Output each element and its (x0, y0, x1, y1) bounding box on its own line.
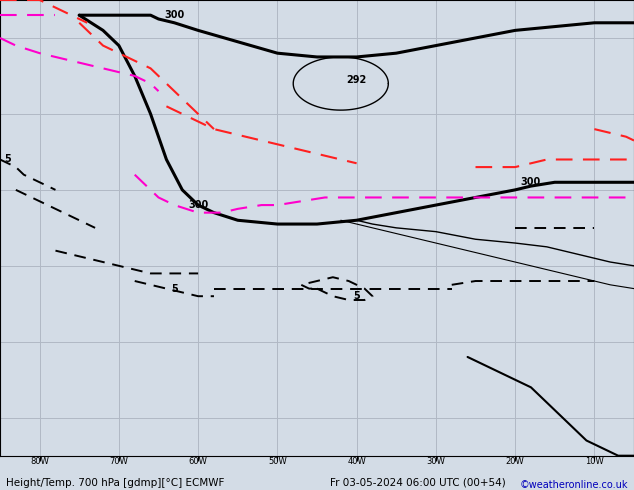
Text: 50W: 50W (268, 457, 287, 465)
Text: 300: 300 (164, 10, 184, 20)
Text: 5: 5 (353, 291, 360, 301)
Text: 60W: 60W (189, 457, 207, 465)
Text: 292: 292 (347, 75, 366, 85)
Text: Fr 03-05-2024 06:00 UTC (00+54): Fr 03-05-2024 06:00 UTC (00+54) (330, 478, 505, 488)
Text: 40W: 40W (347, 457, 366, 465)
Text: 70W: 70W (110, 457, 128, 465)
Text: 20W: 20W (506, 457, 524, 465)
Text: 300: 300 (521, 177, 541, 187)
Text: 10W: 10W (585, 457, 604, 465)
Text: Height/Temp. 700 hPa [gdmp][°C] ECMWF: Height/Temp. 700 hPa [gdmp][°C] ECMWF (6, 478, 224, 488)
Text: 30W: 30W (427, 457, 445, 465)
Text: 300: 300 (188, 200, 208, 210)
Text: 80W: 80W (30, 457, 49, 465)
Text: 5: 5 (4, 154, 11, 165)
Text: 5: 5 (171, 284, 178, 294)
Text: ©weatheronline.co.uk: ©weatheronline.co.uk (519, 480, 628, 490)
